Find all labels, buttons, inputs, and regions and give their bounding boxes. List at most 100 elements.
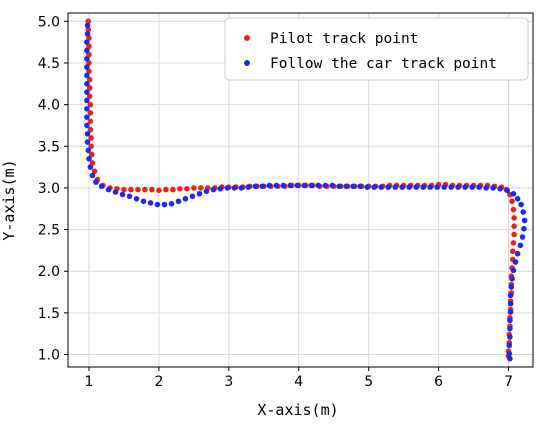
follow-car-track-point (161, 201, 168, 208)
pilot-track-point (191, 185, 197, 191)
follow-car-track-point (175, 198, 182, 205)
pilot-track-point (85, 18, 92, 25)
follow-car-track-point (497, 185, 503, 192)
y-tick-label: 2.0 (38, 264, 60, 280)
follow-car-track-point (378, 184, 385, 190)
follow-car-track-point (514, 250, 521, 257)
follow-car-track-point (84, 31, 91, 37)
follow-car-track-point (413, 184, 420, 190)
plot-frame (67, 12, 534, 368)
follow-car-track-point (315, 182, 322, 189)
pilot-track-point (170, 186, 176, 193)
x-tick-label: 5 (364, 374, 373, 390)
pilot-track-point (511, 231, 517, 238)
follow-car-track-point (224, 185, 231, 191)
follow-car-track-point (86, 155, 92, 162)
follow-car-track-point (84, 122, 90, 129)
pilot-track-point (121, 186, 127, 193)
pilot-track-point (86, 60, 92, 66)
follow-car-track-point (507, 334, 513, 340)
pilot-track-point (86, 68, 92, 75)
pilot-track-point (86, 51, 92, 58)
follow-car-track-point (84, 56, 90, 62)
follow-car-track-point (519, 234, 526, 240)
follow-car-track-point (469, 184, 475, 190)
follow-car-track-point (154, 201, 161, 208)
follow-car-track-point (507, 300, 514, 307)
follow-car-track-point (455, 184, 461, 190)
follow-car-track-point (518, 201, 524, 208)
follow-car-track-point (252, 183, 259, 190)
x-tick-label: 1 (85, 374, 94, 390)
follow-car-track-point (441, 184, 447, 190)
follow-car-track-point (406, 184, 413, 190)
follow-car-track-point (89, 172, 96, 179)
pilot-track-point (142, 186, 148, 193)
follow-car-track-point (266, 182, 273, 189)
pilot-track-point (511, 215, 517, 221)
follow-car-track-point (210, 186, 217, 193)
follow-car-track-point (521, 225, 527, 232)
follow-car-track-point (189, 193, 196, 200)
follow-car-track-point (84, 22, 91, 29)
follow-car-track-point (507, 325, 513, 332)
follow-car-track-point (84, 72, 90, 79)
pilot-track-point (198, 185, 204, 191)
y-tick-label: 2.5 (38, 223, 60, 239)
pilot-track-point (86, 76, 93, 83)
follow-car-track-point (84, 97, 90, 104)
follow-car-track-point (112, 189, 119, 195)
follow-car-track-point (490, 185, 496, 191)
pilot-track-point (86, 85, 93, 91)
pilot-track-point (510, 240, 517, 246)
pilot-track-point (88, 143, 94, 150)
follow-car-track-point (507, 292, 514, 299)
follow-car-track-point (98, 183, 105, 190)
follow-car-track-point (84, 105, 90, 112)
pilot-track-point (177, 185, 183, 192)
legend-box (224, 17, 529, 81)
pilot-track-point (509, 198, 515, 205)
follow-car-track-point (126, 193, 133, 200)
follow-car-track-point (301, 182, 308, 189)
x-tick-label: 4 (294, 374, 303, 390)
follow-car-track-point (434, 184, 441, 190)
follow-car-track-point (371, 184, 378, 190)
y-tick-label: 1.5 (38, 306, 60, 322)
pilot-track-point (511, 223, 517, 230)
follow-car-track-point (84, 114, 90, 120)
follow-car-track-point (448, 184, 454, 190)
pilot-track-point (128, 186, 134, 193)
follow-car-track-point (203, 188, 210, 195)
x-tick-label: 3 (224, 374, 233, 390)
pilot-track-point (87, 110, 94, 116)
follow-car-track-point (93, 179, 99, 185)
follow-car-track-point (507, 317, 513, 324)
follow-car-track-point (217, 185, 224, 192)
follow-car-track-point (231, 185, 238, 191)
follow-car-track-point (84, 139, 91, 145)
follow-car-track-point (259, 183, 266, 190)
follow-car-track-point (84, 64, 90, 70)
follow-car-track-point (343, 183, 350, 190)
follow-car-track-point (385, 184, 392, 190)
follow-car-track-point (329, 182, 336, 189)
follow-car-track-point (507, 355, 513, 362)
follow-car-track-point (196, 190, 203, 197)
follow-car-track-point (84, 130, 91, 137)
follow-car-track-series (84, 22, 528, 362)
x-axis-ticks: 1 2 3 4 5 6 7 (85, 367, 513, 390)
follow-car-track-point (85, 147, 92, 154)
follow-car-track-point (84, 47, 90, 54)
y-tick-label: 3.0 (38, 181, 60, 197)
x-tick-label: 7 (504, 374, 513, 390)
follow-car-track-point (520, 209, 527, 215)
y-tick-label: 5.0 (38, 14, 60, 30)
follow-car-track-point (147, 200, 154, 206)
follow-car-track-point (87, 164, 94, 170)
pilot-track-point (149, 186, 155, 193)
pilot-track-point (86, 43, 92, 50)
pilot-track-point (510, 206, 517, 213)
follow-car-track-point (84, 81, 90, 87)
